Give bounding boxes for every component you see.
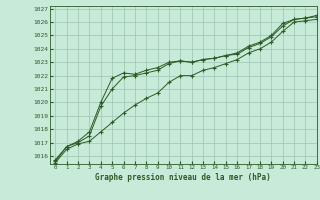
X-axis label: Graphe pression niveau de la mer (hPa): Graphe pression niveau de la mer (hPa) bbox=[95, 173, 271, 182]
